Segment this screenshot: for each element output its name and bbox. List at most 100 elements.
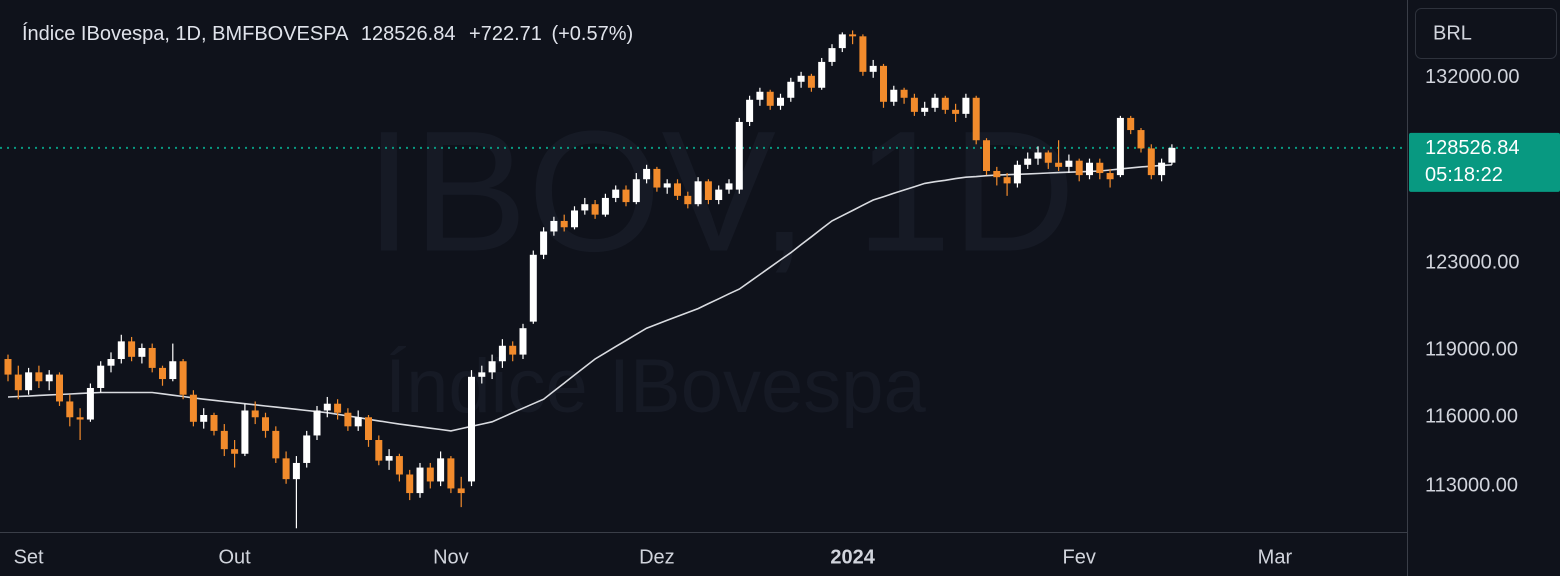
candle-body bbox=[509, 345, 517, 355]
candle-body bbox=[643, 168, 651, 180]
candle-body bbox=[478, 372, 486, 377]
candle-body bbox=[323, 403, 331, 411]
candle-body bbox=[76, 417, 84, 420]
candle-body bbox=[344, 412, 352, 427]
candle-body bbox=[880, 65, 887, 102]
x-tick-label: Out bbox=[218, 546, 251, 568]
candle-body bbox=[200, 414, 208, 422]
candle-body bbox=[983, 140, 990, 171]
candle-body bbox=[869, 65, 877, 72]
candle-body bbox=[941, 97, 949, 110]
candle-body bbox=[498, 345, 506, 362]
candle-body bbox=[1075, 160, 1083, 176]
candle-body bbox=[931, 97, 939, 108]
change-pct: (+0.57%) bbox=[551, 23, 633, 45]
candle-body bbox=[715, 189, 723, 201]
candle-body bbox=[560, 220, 568, 228]
candle-body bbox=[159, 367, 166, 380]
candle-body bbox=[704, 181, 712, 201]
candle-body bbox=[910, 97, 918, 112]
candle-body bbox=[550, 220, 558, 232]
candle-body bbox=[56, 374, 63, 402]
candle-body bbox=[220, 430, 228, 450]
last-price-tag bbox=[1409, 132, 1560, 192]
moving-average bbox=[7, 164, 1172, 432]
candle-body bbox=[447, 458, 455, 489]
candle-body bbox=[189, 394, 197, 422]
candle-body bbox=[468, 376, 475, 482]
currency-button[interactable] bbox=[1415, 8, 1557, 59]
candle-body bbox=[663, 183, 671, 188]
candle-body bbox=[890, 89, 898, 102]
candle-body bbox=[107, 359, 115, 366]
candle-body bbox=[313, 410, 321, 436]
candle-body bbox=[86, 387, 94, 420]
last-price: 128526.84 bbox=[361, 23, 456, 45]
candle-body bbox=[797, 75, 805, 82]
candle-body bbox=[818, 61, 826, 88]
x-tick-label: Fev bbox=[1063, 546, 1096, 568]
candle-body bbox=[282, 458, 290, 480]
candle-body bbox=[571, 210, 578, 228]
candle-body bbox=[365, 417, 372, 441]
candle-body bbox=[653, 168, 661, 188]
candle-body bbox=[148, 347, 156, 368]
candle-body bbox=[756, 91, 764, 100]
candle-body bbox=[179, 361, 187, 395]
candle-body bbox=[251, 410, 259, 418]
candle-body bbox=[303, 435, 311, 463]
x-tick-label: Set bbox=[14, 546, 44, 568]
candle-body bbox=[746, 99, 754, 122]
x-tick-label: Dez bbox=[639, 546, 675, 568]
candle-body bbox=[684, 195, 692, 205]
x-tick-label: Mar bbox=[1258, 546, 1293, 568]
candle-body bbox=[838, 34, 846, 49]
candle-body bbox=[117, 341, 125, 360]
candle-body bbox=[1065, 160, 1073, 167]
candle-body bbox=[272, 430, 280, 459]
candle-body bbox=[1024, 158, 1032, 165]
candle-body bbox=[262, 417, 269, 431]
candle-body bbox=[900, 89, 908, 98]
candle-body bbox=[354, 417, 362, 427]
candle-body bbox=[529, 254, 537, 322]
candle-body bbox=[1168, 147, 1176, 163]
candle-body bbox=[622, 189, 630, 203]
candle-body bbox=[694, 181, 702, 205]
candle-body bbox=[66, 401, 74, 418]
candle-body bbox=[1147, 148, 1155, 176]
candle-body bbox=[35, 372, 43, 382]
candle-body bbox=[457, 488, 465, 494]
candle-body bbox=[674, 183, 681, 196]
candle-body bbox=[210, 414, 218, 431]
symbol-title: Índice IBovespa, 1D, BMFBOVESPA bbox=[22, 22, 349, 45]
candle-body bbox=[395, 456, 403, 475]
candle-body bbox=[828, 48, 836, 62]
candle-body bbox=[292, 462, 300, 480]
candle-body bbox=[952, 109, 960, 114]
candle-body bbox=[488, 361, 496, 373]
x-tick-label: 2024 bbox=[830, 546, 875, 568]
y-tick-label: 123000.00 bbox=[1425, 252, 1520, 274]
candle-body bbox=[519, 328, 527, 355]
candle-body bbox=[241, 410, 249, 454]
candle-body bbox=[416, 467, 424, 494]
candle-body bbox=[45, 374, 53, 382]
candle-body bbox=[406, 474, 414, 494]
candle-body bbox=[777, 97, 784, 106]
y-tick-label: 116000.00 bbox=[1425, 406, 1518, 428]
candle-body bbox=[375, 440, 383, 461]
candle-body bbox=[25, 372, 33, 391]
candle-body bbox=[972, 97, 980, 141]
candle-body bbox=[612, 189, 620, 198]
change: +722.71 bbox=[469, 23, 542, 45]
candle-body bbox=[14, 374, 22, 391]
plot bbox=[0, 30, 1407, 529]
currency[interactable]: BRL bbox=[1433, 22, 1472, 44]
candle-body bbox=[385, 456, 393, 461]
y-tick-label: 113000.00 bbox=[1425, 474, 1518, 496]
legend: Índice IBovespa, 1D, BMFBOVESPA 128526.8… bbox=[22, 22, 633, 45]
